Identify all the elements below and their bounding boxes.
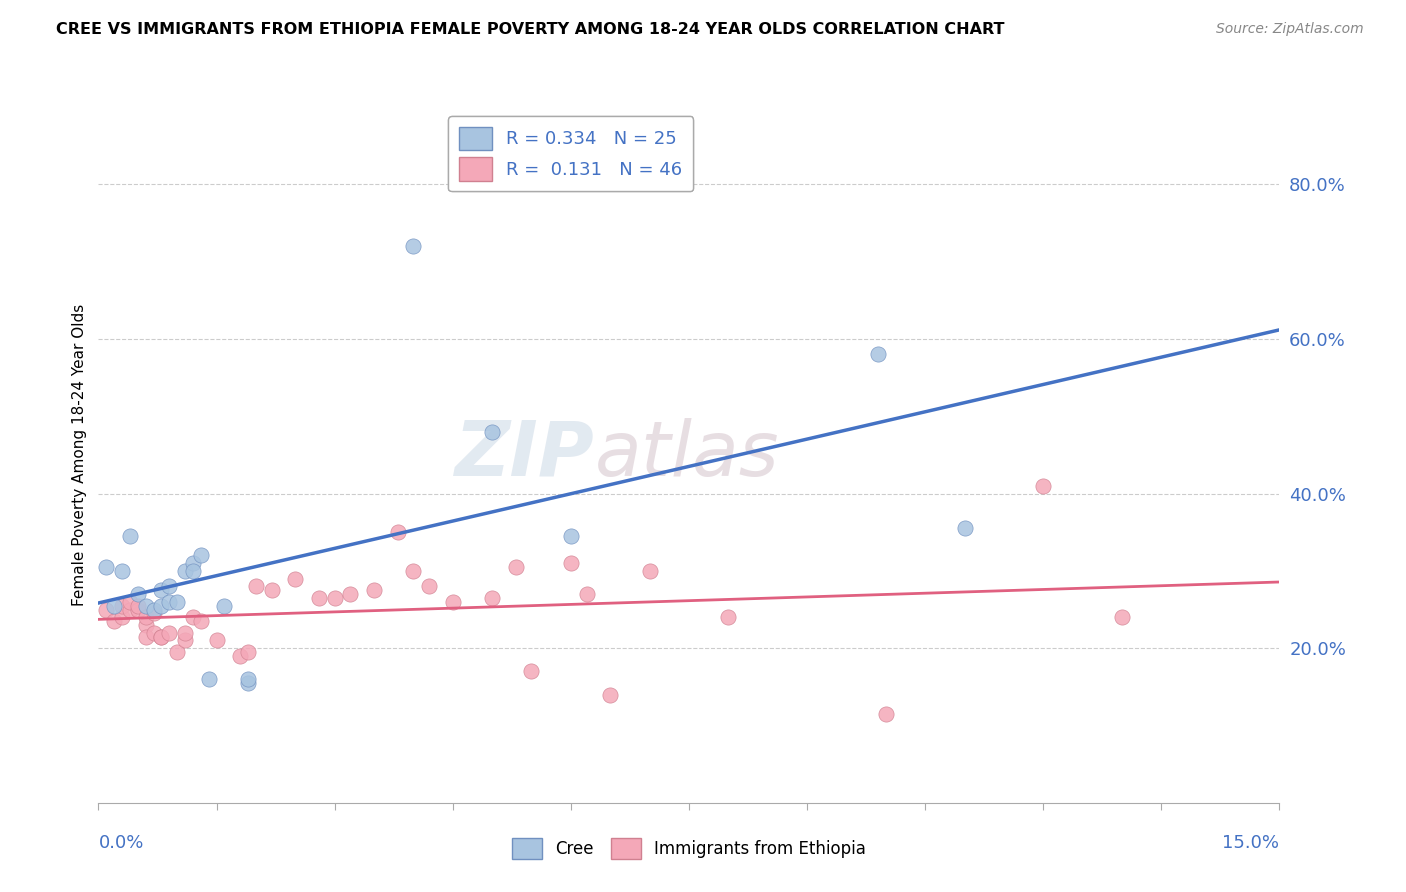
Point [174,564,197,578]
Point [599,688,621,702]
Point [118,602,141,616]
Point [418,579,440,593]
Point [127,599,149,613]
Point [96,602,118,616]
Point [236,672,259,686]
Point [575,587,598,601]
Point [505,560,527,574]
Point [402,239,425,253]
Text: CREE VS IMMIGRANTS FROM ETHIOPIA FEMALE POVERTY AMONG 18-24 YEAR OLDS CORRELATIO: CREE VS IMMIGRANTS FROM ETHIOPIA FEMALE … [56,22,1005,37]
Point [157,579,180,593]
Text: 15.0%: 15.0% [1222,834,1279,852]
Point [103,599,125,613]
Point [157,595,180,609]
Text: ZIP: ZIP [454,418,595,491]
Point [135,599,157,613]
Point [157,625,180,640]
Point [866,347,889,361]
Point [245,579,267,593]
Point [363,583,385,598]
Point [150,630,173,644]
Point [260,583,283,598]
Point [166,595,188,609]
Point [953,521,976,535]
Point [1111,610,1133,624]
Text: 0.0%: 0.0% [98,834,143,852]
Point [205,633,228,648]
Point [236,645,259,659]
Point [103,614,125,628]
Point [638,564,661,578]
Point [135,610,157,624]
Point [387,525,409,540]
Point [481,591,503,605]
Point [190,614,212,628]
Point [111,610,134,624]
Point [717,610,740,624]
Point [174,625,197,640]
Point [1032,479,1054,493]
Point [150,583,173,598]
Point [127,587,149,601]
Point [441,595,464,609]
Point [323,591,346,605]
Point [181,556,204,570]
Legend: R = 0.334   N = 25, R =  0.131   N = 46: R = 0.334 N = 25, R = 0.131 N = 46 [449,116,693,192]
Point [142,607,165,621]
Point [142,602,165,616]
Point [560,556,582,570]
Point [118,595,141,609]
Point [181,564,204,578]
Point [214,599,236,613]
Point [229,648,252,663]
Point [339,587,361,601]
Point [284,572,307,586]
Point [135,630,157,644]
Point [118,529,141,543]
Point [197,672,219,686]
Legend: Cree, Immigrants from Ethiopia: Cree, Immigrants from Ethiopia [505,831,873,866]
Point [111,599,134,613]
Y-axis label: Female Poverty Among 18-24 Year Olds: Female Poverty Among 18-24 Year Olds [72,304,87,606]
Point [402,564,425,578]
Point [181,610,204,624]
Point [96,560,118,574]
Point [236,676,259,690]
Point [174,633,197,648]
Point [150,630,173,644]
Point [875,706,897,721]
Point [166,645,188,659]
Point [520,665,543,679]
Point [127,602,149,616]
Point [190,549,212,563]
Point [150,599,173,613]
Point [142,625,165,640]
Point [308,591,330,605]
Text: Source: ZipAtlas.com: Source: ZipAtlas.com [1216,22,1364,37]
Point [111,564,134,578]
Point [560,529,582,543]
Point [135,618,157,632]
Point [481,425,503,439]
Text: atlas: atlas [595,418,779,491]
